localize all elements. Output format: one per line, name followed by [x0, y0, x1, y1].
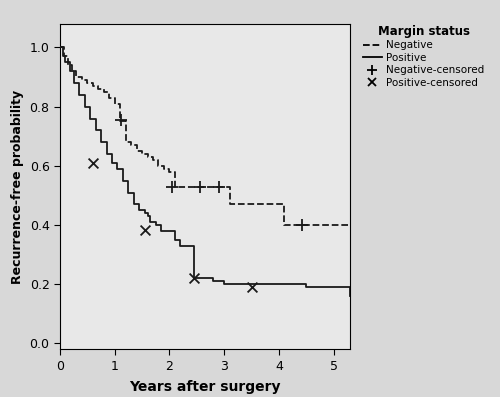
X-axis label: Years after surgery: Years after surgery [129, 380, 281, 394]
Point [214, 183, 222, 190]
Point [298, 222, 306, 228]
Point [89, 160, 97, 166]
Legend: Negative, Positive, Negative-censored, Positive-censored: Negative, Positive, Negative-censored, P… [361, 23, 486, 90]
Point [196, 183, 203, 190]
Point [118, 117, 126, 123]
Point [168, 183, 176, 190]
Point [190, 275, 198, 281]
Point [248, 284, 256, 290]
Y-axis label: Recurrence-free probability: Recurrence-free probability [11, 90, 24, 283]
Point [141, 227, 149, 233]
